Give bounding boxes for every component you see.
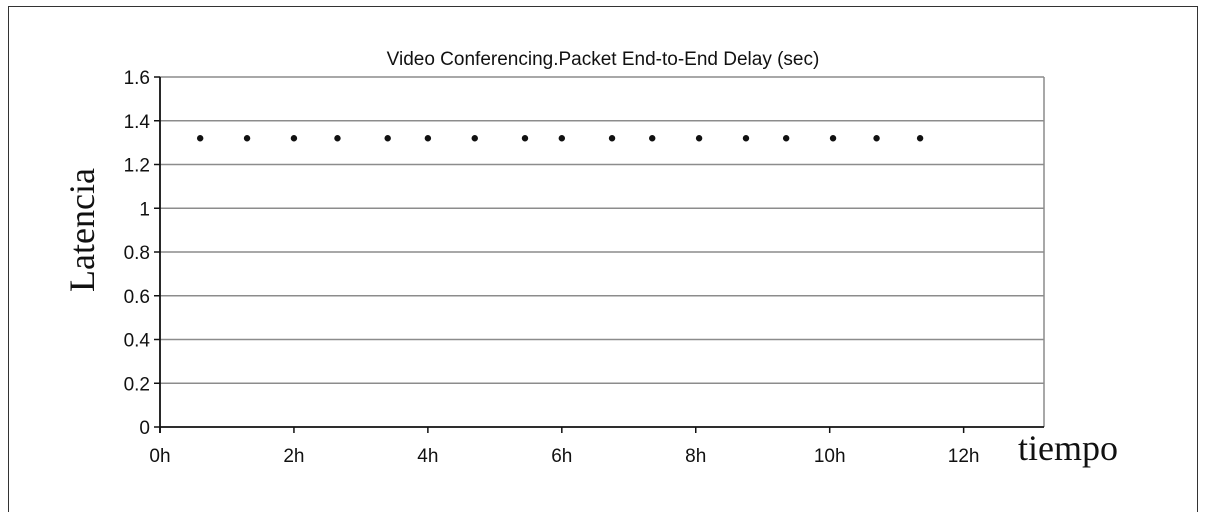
data-point <box>196 135 204 142</box>
x-tick-label: 10h <box>814 446 846 467</box>
data-point <box>695 135 703 142</box>
axes <box>154 76 1044 433</box>
data-point <box>873 135 880 142</box>
y-tick-label: 0 <box>139 418 150 439</box>
data-point <box>424 135 432 142</box>
y-tick-label: 1.6 <box>124 68 150 89</box>
x-tick-label: 0h <box>149 446 170 467</box>
x-tick-label: 4h <box>417 446 438 467</box>
data-point <box>649 135 656 142</box>
y-tick-label: 1 <box>139 199 150 220</box>
data-point <box>290 135 298 142</box>
y-tick-label: 1.4 <box>124 112 151 133</box>
data-points <box>196 135 924 142</box>
data-point <box>829 135 837 142</box>
data-point <box>608 135 616 142</box>
y-tick-label: 0.4 <box>124 331 151 352</box>
data-point <box>384 135 391 142</box>
data-point <box>558 135 566 142</box>
y-tick-labels: 0 0.2 0.4 0.6 0.8 1 1.2 1.4 1.6 <box>124 68 151 439</box>
x-tick-label: 2h <box>283 446 304 467</box>
y-tick-label: 0.8 <box>124 243 150 264</box>
x-tick-labels: 0h 2h 4h 6h 8h 10h 12h <box>149 446 979 467</box>
chart-title: Video Conferencing.Packet End-to-End Del… <box>387 49 820 70</box>
x-tick-label: 8h <box>685 446 706 467</box>
data-point <box>782 135 790 142</box>
x-tick-label: 6h <box>551 446 572 467</box>
data-point <box>521 135 529 142</box>
y-tick-label: 1.2 <box>124 156 150 177</box>
data-point <box>471 135 478 142</box>
grid-lines <box>160 76 1045 427</box>
x-axis-label: tiempo <box>1018 428 1118 468</box>
x-tick-label: 12h <box>948 446 980 467</box>
y-tick-label: 0.6 <box>124 287 150 308</box>
data-point <box>334 135 341 142</box>
y-axis-label: Latencia <box>62 168 102 292</box>
data-point <box>742 135 750 142</box>
data-point <box>243 135 251 142</box>
data-point <box>916 135 924 142</box>
y-tick-label: 0.2 <box>124 374 150 395</box>
